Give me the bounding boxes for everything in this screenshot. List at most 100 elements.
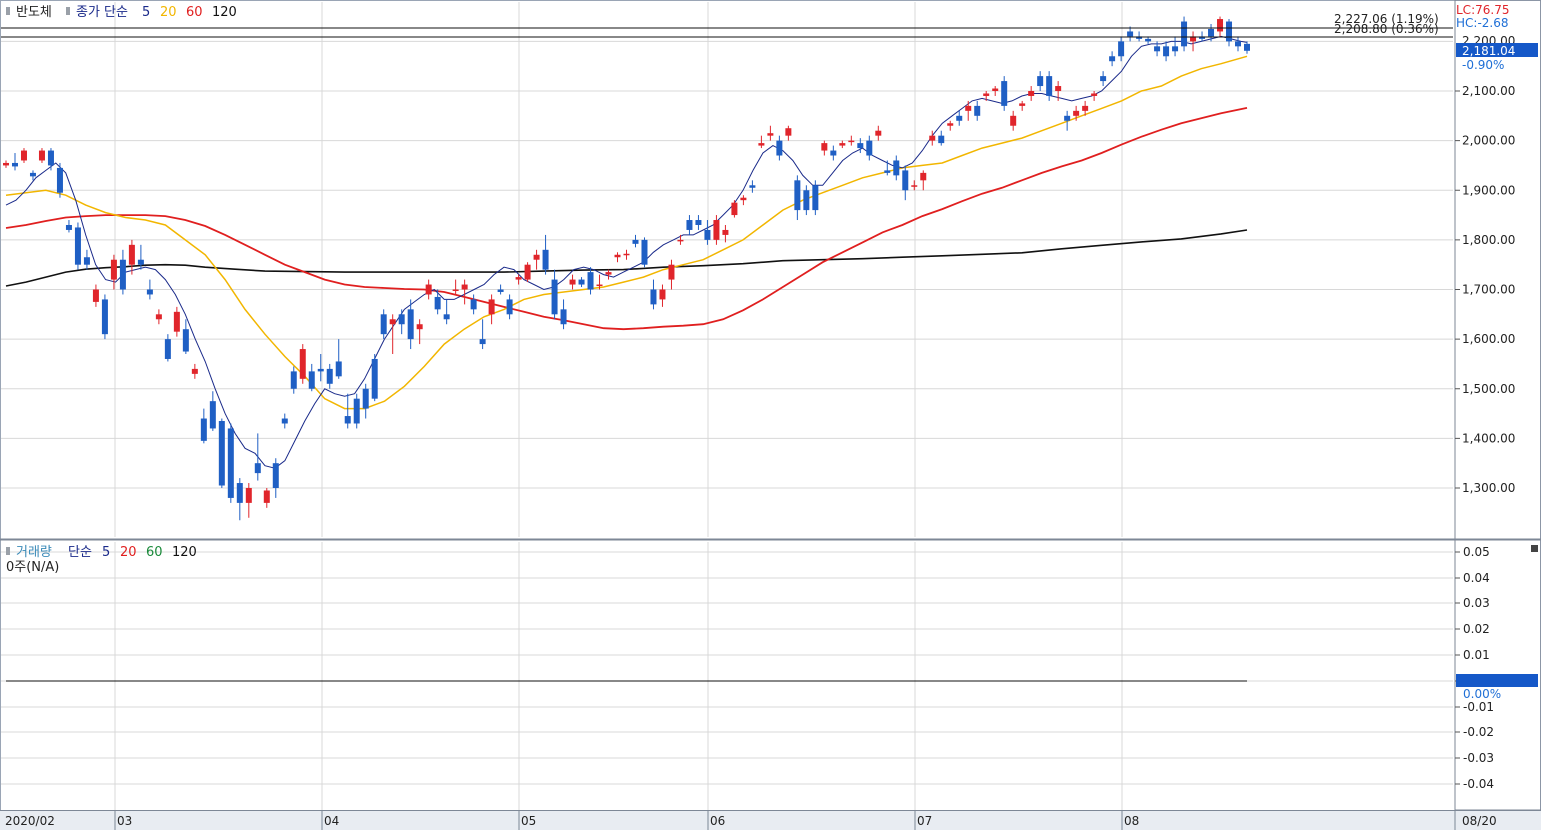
candle — [1235, 36, 1242, 52]
candle — [236, 478, 243, 521]
ma60-line — [5, 107, 1248, 331]
candle-body — [20, 150, 27, 161]
candle — [1100, 71, 1107, 87]
candle-body — [785, 128, 792, 136]
candle — [74, 222, 81, 270]
candle-body — [722, 229, 729, 235]
candle — [857, 138, 864, 154]
volume-info: 0주(N/A) — [6, 560, 59, 575]
volume-panel-title: 거래량 — [16, 545, 52, 560]
candle — [1145, 36, 1152, 44]
price-tick-label: 1,300.00 — [1462, 481, 1515, 495]
candle-body — [497, 289, 504, 292]
candle — [893, 155, 900, 181]
candle — [317, 354, 324, 382]
candle — [1028, 86, 1035, 101]
candle — [128, 239, 135, 275]
candle — [551, 269, 558, 320]
candle-body — [731, 202, 738, 216]
x-axis-label: 07 — [917, 814, 932, 828]
candle — [965, 100, 972, 121]
candle — [1010, 110, 1017, 131]
candle — [164, 334, 171, 362]
price-tick-label: 2,000.00 — [1462, 134, 1515, 148]
candle-body — [434, 296, 441, 310]
candle — [1127, 26, 1134, 42]
candle-body — [137, 259, 144, 265]
current-price-label: 2,181.04 — [1462, 44, 1515, 58]
candle — [398, 309, 405, 335]
candle — [659, 284, 666, 307]
candle-body — [1100, 76, 1107, 82]
candle — [785, 125, 792, 141]
candle-body — [128, 244, 135, 265]
low-ref-label: 2,208.80 (0.36%) — [1334, 22, 1439, 36]
candle — [830, 145, 837, 161]
candle-body — [3, 162, 9, 166]
candle — [515, 274, 522, 285]
candle — [497, 284, 504, 295]
candle — [1073, 105, 1080, 121]
candle — [1244, 41, 1250, 54]
candle — [974, 100, 981, 121]
candle-body — [335, 361, 342, 377]
candle-body — [740, 197, 747, 201]
candle-body — [1082, 105, 1089, 111]
candle-body — [983, 93, 990, 96]
candle — [83, 249, 90, 270]
high-ref-label: 2,227.06 (1.19%) — [1334, 12, 1439, 26]
candle — [173, 306, 180, 337]
candle — [1199, 31, 1206, 42]
candle-body — [668, 264, 675, 280]
candle — [218, 418, 225, 488]
candle-body — [614, 254, 621, 258]
candle — [1046, 71, 1053, 101]
candle-body — [1010, 115, 1017, 126]
candle — [11, 153, 18, 171]
candle — [767, 125, 774, 141]
candle-body — [839, 143, 846, 146]
candle — [524, 262, 531, 283]
candle — [281, 413, 288, 429]
candle — [1154, 41, 1161, 57]
volume-axis — [1456, 674, 1538, 687]
candle-body — [1064, 115, 1071, 121]
candle — [371, 354, 378, 402]
candle — [443, 299, 450, 325]
price-tick-label: 1,400.00 — [1462, 431, 1515, 445]
candle — [191, 363, 198, 379]
candle — [542, 234, 549, 275]
candle — [884, 160, 891, 176]
candle-body — [353, 398, 360, 424]
candle-body — [1217, 19, 1224, 32]
candle-body — [1118, 41, 1125, 57]
candle-body — [1235, 41, 1242, 47]
candle — [65, 220, 72, 233]
candle-body — [299, 349, 306, 379]
legend-marker-icon — [6, 7, 10, 15]
candle-body — [1127, 31, 1134, 37]
candle — [740, 195, 747, 206]
candle-body — [1190, 36, 1197, 42]
ma5-legend: 5 — [142, 5, 150, 20]
candle — [389, 314, 396, 355]
candle — [299, 344, 306, 384]
candle-body — [1109, 56, 1116, 62]
x-axis-end-label: 08/20 — [1462, 814, 1497, 828]
candle — [461, 279, 468, 305]
candle — [479, 319, 486, 350]
candle — [1208, 24, 1215, 42]
candle — [704, 220, 711, 245]
candle — [29, 170, 36, 181]
candle-body — [101, 299, 108, 335]
candle-body — [1028, 91, 1035, 96]
candle — [290, 366, 297, 394]
candle-body — [677, 239, 684, 242]
candle — [1109, 51, 1116, 67]
candle-body — [533, 254, 540, 260]
candle-body — [821, 143, 828, 151]
candle — [47, 148, 54, 171]
candle-body — [308, 371, 315, 389]
candle — [605, 269, 612, 280]
